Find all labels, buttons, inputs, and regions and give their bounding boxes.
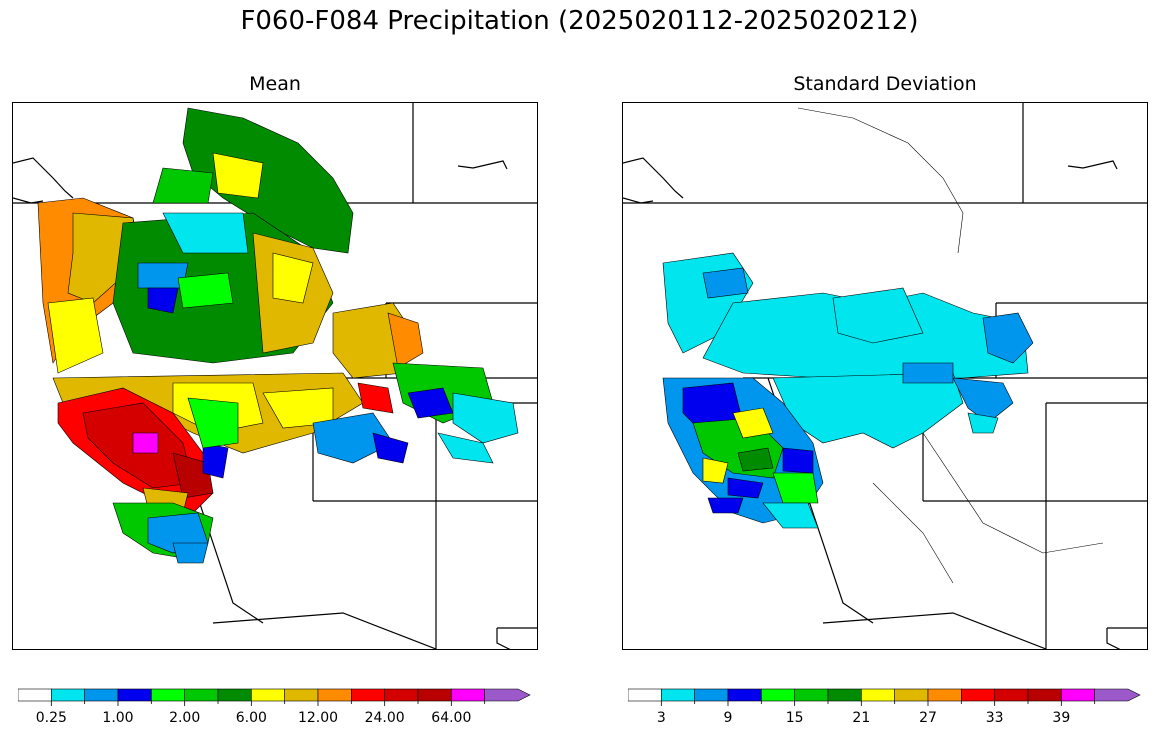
- mean-colorbar-swatch: [117, 688, 152, 702]
- stdev-colorbar-swatch: [761, 688, 795, 702]
- mean-colorbar-tick-label: 1.00: [102, 710, 134, 726]
- mean-colorbar-swatch: [484, 688, 531, 702]
- stdev-colorbar-swatch: [694, 688, 729, 702]
- stdev-colorbar-swatch: [1061, 688, 1095, 702]
- mean-map-basins: [37, 107, 519, 564]
- stdev-colorbar-tick-label: 33: [985, 710, 1004, 726]
- mean-colorbar-tick-label: 6.00: [235, 710, 267, 726]
- stdev-colorbar-swatch: [861, 688, 895, 702]
- stdev-colorbar-swatch: [1094, 688, 1141, 702]
- mean-colorbar-tick-label: 0.25: [35, 710, 67, 726]
- mean-map: [12, 102, 538, 650]
- stdev-colorbar-tick-label: 39: [1052, 710, 1071, 726]
- mean-colorbar-swatch: [417, 688, 452, 702]
- mean-colorbar: [18, 688, 531, 706]
- stdev-colorbar: [628, 688, 1141, 706]
- stdev-colorbar-swatch: [1027, 688, 1062, 702]
- mean-colorbar-swatch: [284, 688, 319, 702]
- stdev-colorbar-swatch: [661, 688, 695, 702]
- mean-colorbar-swatch: [151, 688, 185, 702]
- stdev-colorbar-swatch: [827, 688, 862, 702]
- stdev-map-basins: [662, 252, 1034, 529]
- stdev-colorbar-tick-label: 3: [656, 710, 666, 726]
- mean-colorbar-swatch: [18, 688, 52, 702]
- mean-panel-title: Mean: [249, 73, 301, 95]
- mean-colorbar-tick-label: 2.00: [169, 710, 201, 726]
- mean-colorbar-swatch: [184, 688, 219, 702]
- stdev-colorbar-swatch: [961, 688, 995, 702]
- mean-colorbar-swatch: [251, 688, 285, 702]
- stdev-panel-title: Standard Deviation: [793, 73, 977, 95]
- stdev-colorbar-swatch: [628, 688, 662, 702]
- mean-colorbar-swatch: [217, 688, 252, 702]
- mean-colorbar-swatch: [51, 688, 85, 702]
- mean-colorbar-tick-label: 12.00: [297, 710, 339, 726]
- stdev-colorbar-tick-label: 9: [723, 710, 733, 726]
- mean-colorbar-tick-label: 24.00: [364, 710, 405, 726]
- mean-colorbar-swatch: [84, 688, 119, 702]
- stdev-colorbar-swatch: [727, 688, 762, 702]
- mean-map-canvas: [13, 103, 537, 649]
- stdev-colorbar-tick-label: 21: [852, 710, 871, 726]
- stdev-colorbar-tick-label: 15: [785, 710, 804, 726]
- stdev-colorbar-swatch: [994, 688, 1029, 702]
- stdev-colorbar-swatch: [927, 688, 962, 702]
- mean-colorbar-swatch: [351, 688, 385, 702]
- stdev-map-canvas: [623, 103, 1147, 649]
- mean-colorbar-tick-label: 64.00: [431, 710, 472, 726]
- mean-colorbar-swatch: [384, 688, 419, 702]
- stdev-map: [622, 102, 1148, 650]
- stdev-colorbar-swatch: [794, 688, 829, 702]
- stdev-colorbar-tick-label: 27: [919, 710, 937, 726]
- mean-colorbar-swatch: [451, 688, 485, 702]
- figure-title: F060-F084 Precipitation (2025020112-2025…: [240, 6, 919, 36]
- mean-colorbar-swatch: [317, 688, 352, 702]
- stdev-colorbar-swatch: [894, 688, 929, 702]
